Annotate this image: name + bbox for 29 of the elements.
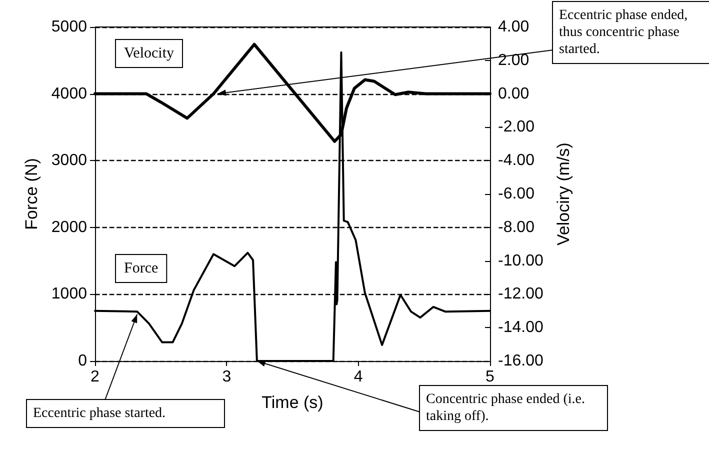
x-axis-title: Time (s) — [262, 393, 324, 412]
y2-tick-label: -16.00 — [498, 352, 544, 370]
y-axis-title: Force (N) — [22, 158, 41, 230]
x-tick-label: 3 — [222, 368, 232, 386]
text: Force — [124, 260, 158, 276]
x-tick-label: 2 — [90, 368, 100, 386]
y2-tick-label: 0.00 — [498, 85, 530, 102]
y-tick-label: 2000 — [51, 218, 88, 236]
y2-axis-title: Velociry (m/s) — [554, 142, 573, 246]
y2-tick-label: -6.00 — [498, 186, 535, 202]
y2-tick-label: -4.00 — [498, 152, 535, 170]
y2-tick-label: -10.00 — [498, 252, 544, 270]
y-tick-label: 5000 — [51, 18, 88, 36]
y2-tick-label: 4.00 — [498, 18, 530, 36]
x-tick-label: 5 — [486, 368, 495, 386]
y2-tick-label: -2.00 — [498, 118, 535, 136]
y-tick-label: 1000 — [51, 286, 88, 303]
text: Velocity — [124, 46, 174, 62]
y-tick-label: 3000 — [51, 152, 88, 170]
annotation: Eccentric phase started. — [33, 406, 166, 421]
y2-tick-label: 2.00 — [498, 52, 530, 69]
y-tick-label: 0 — [78, 352, 88, 370]
y2-tick-label: -14.00 — [498, 319, 544, 336]
y2-tick-label: -12.00 — [498, 286, 544, 303]
annotation: Concentric phase ended (i.e. taking off). — [426, 392, 588, 424]
y2-tick-label: -8.00 — [498, 218, 535, 236]
annotation: Eccentric phase ended, thus concentric phase started. — [559, 8, 692, 57]
y-tick-label: 4000 — [51, 85, 88, 102]
x-tick-label: 4 — [354, 368, 363, 386]
